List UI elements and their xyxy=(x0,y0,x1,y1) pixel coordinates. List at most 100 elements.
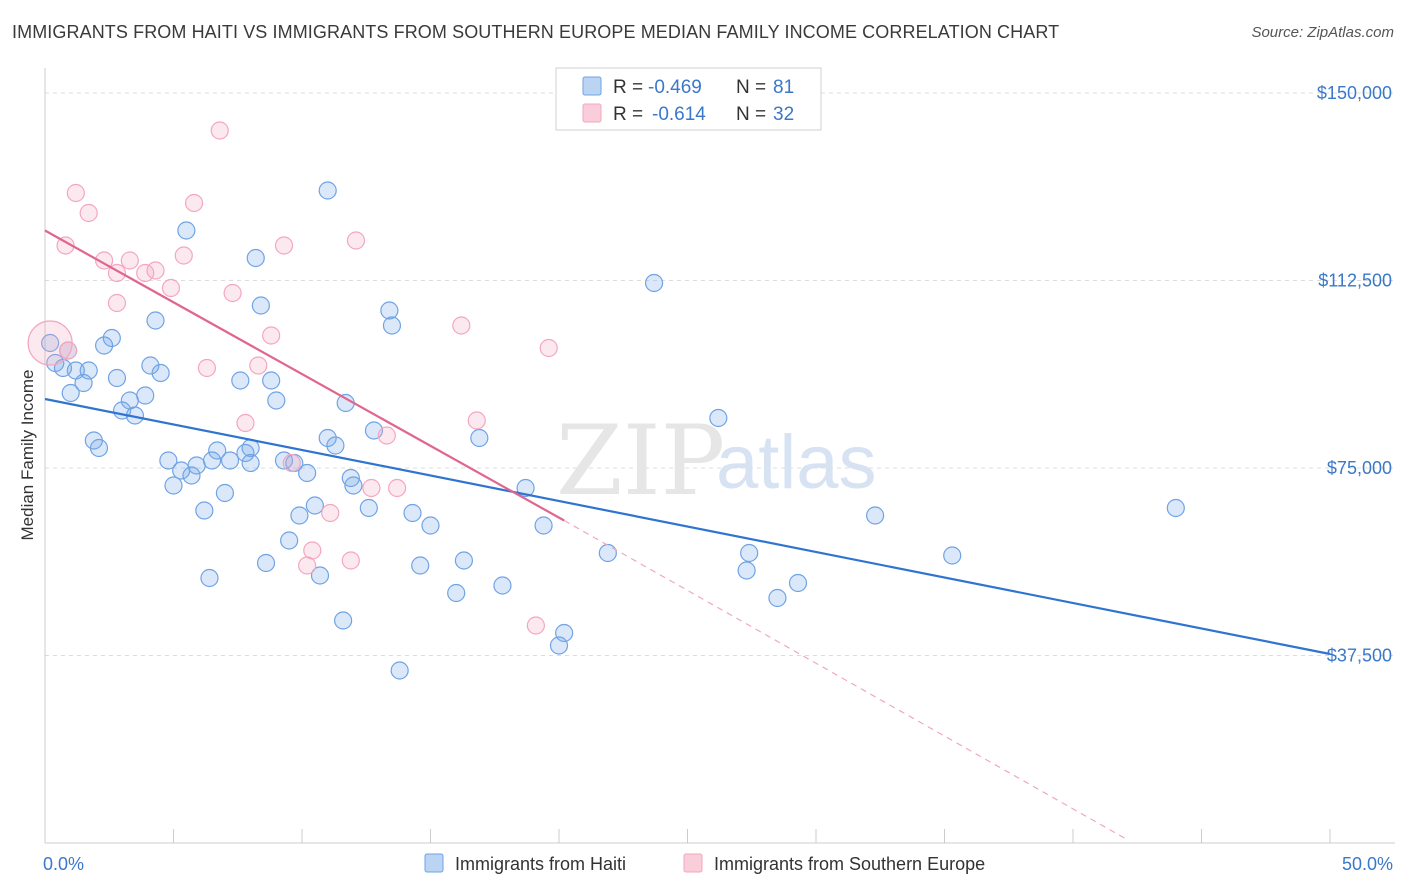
seurope-point-18 xyxy=(249,356,268,375)
seurope-point-33 xyxy=(539,338,558,358)
haiti-point-29 xyxy=(208,441,227,460)
seurope-point-30 xyxy=(452,316,471,335)
haiti-point-0 xyxy=(41,333,60,353)
legend-r-value-haiti: -0.469 xyxy=(648,77,702,98)
haiti-point-38 xyxy=(262,371,281,390)
seurope-point-17 xyxy=(236,413,255,433)
seurope-point-15 xyxy=(210,121,229,140)
haiti-point-35 xyxy=(246,248,265,268)
haiti-point-41 xyxy=(280,531,299,550)
correlation-legend: R = -0.469 N = 81 R = -0.614 N = 32 xyxy=(555,67,822,131)
y-tick-label-2: $112,500 xyxy=(1318,271,1392,291)
legend-r-value-seurope: -0.614 xyxy=(652,104,706,125)
haiti-point-61 xyxy=(421,516,440,535)
seurope-point-21 xyxy=(282,453,301,473)
legend-n-value-seurope: 32 xyxy=(773,104,794,125)
haiti-point-69 xyxy=(555,623,574,643)
haiti-point-7 xyxy=(79,361,98,380)
haiti-point-19 xyxy=(151,363,170,383)
trend-lines xyxy=(44,229,1331,839)
haiti-point-53 xyxy=(344,476,363,495)
haiti-point-4 xyxy=(61,383,80,403)
haiti-point-71 xyxy=(644,273,664,293)
haiti-point-18 xyxy=(146,311,165,330)
haiti-point-77 xyxy=(866,506,885,525)
bottom-legend-label-seurope: Immigrants from Southern Europe xyxy=(714,854,985,874)
haiti-point-9 xyxy=(89,438,109,458)
haiti-point-49 xyxy=(326,436,345,455)
haiti-trend-line xyxy=(44,397,1331,656)
haiti-point-66 xyxy=(516,478,535,498)
haiti-point-36 xyxy=(251,296,270,315)
seurope-point-8 xyxy=(120,251,139,270)
seurope-point-1 xyxy=(59,341,78,360)
haiti-point-17 xyxy=(141,356,160,375)
haiti-point-16 xyxy=(136,386,155,405)
seurope-point-32 xyxy=(526,616,545,635)
seurope-point-23 xyxy=(303,541,322,560)
seurope-point-4 xyxy=(79,203,98,223)
bottom-legend-swatch-haiti xyxy=(424,853,444,873)
haiti-point-43 xyxy=(290,506,309,525)
seurope-point-26 xyxy=(346,231,366,250)
haiti-point-75 xyxy=(768,588,787,608)
haiti-point-32 xyxy=(231,371,250,390)
axes xyxy=(44,68,1395,844)
seurope-point-3 xyxy=(66,183,85,203)
seurope-point-16 xyxy=(223,283,242,303)
watermark-atlas: atlas xyxy=(716,420,877,505)
haiti-point-47 xyxy=(318,428,337,448)
haiti-point-70 xyxy=(598,543,617,563)
haiti-point-37 xyxy=(256,553,276,573)
seurope-point-24 xyxy=(321,503,340,523)
haiti-point-72 xyxy=(709,408,728,428)
chart-title: IMMIGRANTS FROM HAITI VS IMMIGRANTS FROM… xyxy=(12,22,1060,42)
haiti-point-48 xyxy=(318,181,337,200)
watermark-zip: ZIP xyxy=(556,405,725,517)
x-tick-label-1: 50.0% xyxy=(1342,854,1393,874)
haiti-point-80 xyxy=(241,453,260,473)
haiti-point-21 xyxy=(164,476,183,495)
haiti-point-59 xyxy=(403,503,422,523)
haiti-point-79 xyxy=(1166,498,1185,518)
series-legend: Immigrants from Haiti Immigrants from So… xyxy=(424,853,985,874)
legend-n-value-haiti: 81 xyxy=(773,77,794,98)
y-tick-label-3: $150,000 xyxy=(1317,83,1392,103)
haiti-point-25 xyxy=(187,456,206,475)
haiti-point-33 xyxy=(236,443,255,463)
seurope-point-10 xyxy=(146,261,165,280)
haiti-point-58 xyxy=(390,661,409,680)
southern-europe-points xyxy=(27,121,558,635)
haiti-point-39 xyxy=(267,391,286,410)
haiti-point-63 xyxy=(454,551,474,570)
haiti-point-27 xyxy=(200,568,219,588)
haiti-points xyxy=(41,181,1185,680)
seurope-point-13 xyxy=(184,193,204,213)
haiti-point-56 xyxy=(380,301,399,320)
haiti-point-12 xyxy=(107,368,127,388)
haiti-point-24 xyxy=(182,466,201,485)
haiti-point-54 xyxy=(359,498,378,518)
haiti-point-57 xyxy=(382,316,402,335)
haiti-point-64 xyxy=(470,428,489,448)
bottom-legend-swatch-seurope xyxy=(683,853,703,873)
x-tick-label-0: 0.0% xyxy=(43,854,84,874)
seurope-point-29 xyxy=(387,478,407,498)
haiti-point-78 xyxy=(943,546,962,565)
legend-r-label-haiti: R = xyxy=(613,77,643,98)
haiti-point-44 xyxy=(298,463,317,483)
seurope-point-19 xyxy=(262,326,281,345)
haiti-point-74 xyxy=(737,561,756,580)
haiti-point-76 xyxy=(788,573,808,593)
seurope-point-27 xyxy=(362,478,381,498)
source-label: Source: ZipAtlas.com xyxy=(1251,24,1394,41)
seurope-point-20 xyxy=(274,236,294,255)
bottom-legend-label-haiti: Immigrants from Haiti xyxy=(455,854,626,874)
y-tick-labels: $37,500 $75,000 $112,500 $150,000 xyxy=(1317,83,1392,666)
haiti-point-11 xyxy=(102,328,121,348)
legend-swatch-haiti xyxy=(582,76,602,96)
seurope-point-31 xyxy=(467,411,486,430)
seurope-point-14 xyxy=(197,358,217,378)
y-axis-title: Median Family Income xyxy=(18,369,37,540)
